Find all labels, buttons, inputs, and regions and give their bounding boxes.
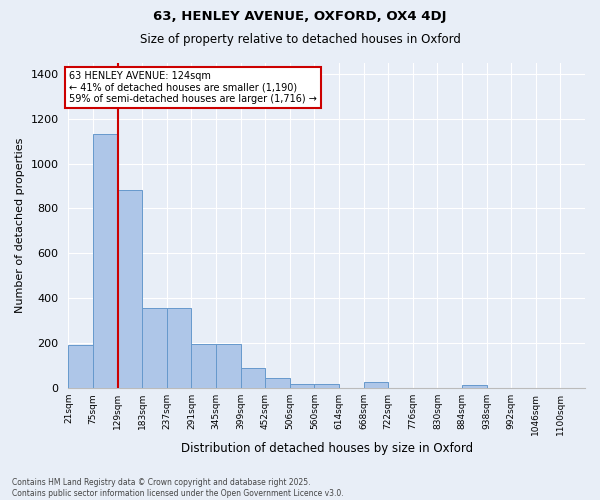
Bar <box>314 384 339 388</box>
Bar <box>167 308 191 388</box>
Bar <box>191 344 216 388</box>
Bar <box>462 384 487 388</box>
Bar <box>118 190 142 388</box>
Bar <box>142 308 167 388</box>
Text: 63, HENLEY AVENUE, OXFORD, OX4 4DJ: 63, HENLEY AVENUE, OXFORD, OX4 4DJ <box>153 10 447 23</box>
Bar <box>93 134 118 388</box>
Bar <box>290 384 314 388</box>
Bar <box>241 368 265 388</box>
Y-axis label: Number of detached properties: Number of detached properties <box>15 138 25 313</box>
Bar <box>216 344 241 388</box>
X-axis label: Distribution of detached houses by size in Oxford: Distribution of detached houses by size … <box>181 442 473 455</box>
Text: 63 HENLEY AVENUE: 124sqm
← 41% of detached houses are smaller (1,190)
59% of sem: 63 HENLEY AVENUE: 124sqm ← 41% of detach… <box>70 70 317 104</box>
Bar <box>68 346 93 388</box>
Text: Size of property relative to detached houses in Oxford: Size of property relative to detached ho… <box>140 32 460 46</box>
Bar <box>364 382 388 388</box>
Text: Contains HM Land Registry data © Crown copyright and database right 2025.
Contai: Contains HM Land Registry data © Crown c… <box>12 478 344 498</box>
Bar <box>265 378 290 388</box>
